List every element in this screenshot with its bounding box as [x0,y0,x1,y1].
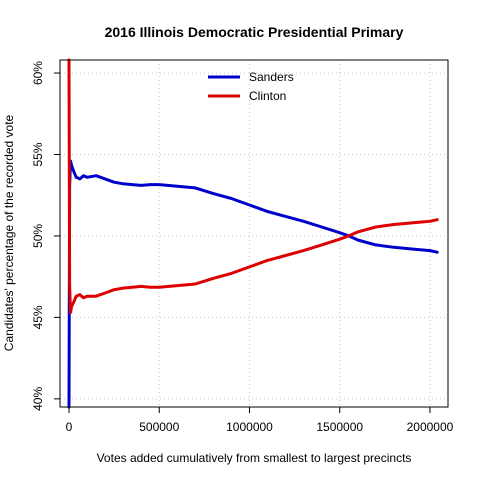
y-axis-label: Candidates' percentage of the recorded v… [2,114,16,351]
y-tick-label: 45% [31,305,45,329]
series-layer [67,58,439,409]
x-axis-label: Votes added cumulatively from smallest t… [97,451,412,465]
chart-title: 2016 Illinois Democratic Presidential Pr… [105,24,404,40]
grid [60,60,448,407]
x-axis: 0 500000 1000000 1500000 2000000 [66,407,454,434]
x-tick-label: 1000000 [226,420,273,434]
legend-label-clinton: Clinton [249,89,286,103]
x-tick-label: 1500000 [316,420,363,434]
y-tick-label: 55% [31,142,45,166]
x-tick-label: 0 [66,420,73,434]
x-tick-label: 2000000 [407,420,454,434]
x-tick-label: 500000 [139,420,179,434]
series-line-sanders [67,159,439,409]
y-tick-label: 50% [31,224,45,248]
legend: Sanders Clinton [208,70,294,103]
y-tick-label: 40% [31,387,45,411]
y-tick-label: 60% [31,61,45,85]
y-axis: 40% 45% 50% 55% 60% [31,61,60,411]
legend-label-sanders: Sanders [249,70,294,84]
plot-border [59,59,449,408]
series-line-clinton [67,58,439,314]
